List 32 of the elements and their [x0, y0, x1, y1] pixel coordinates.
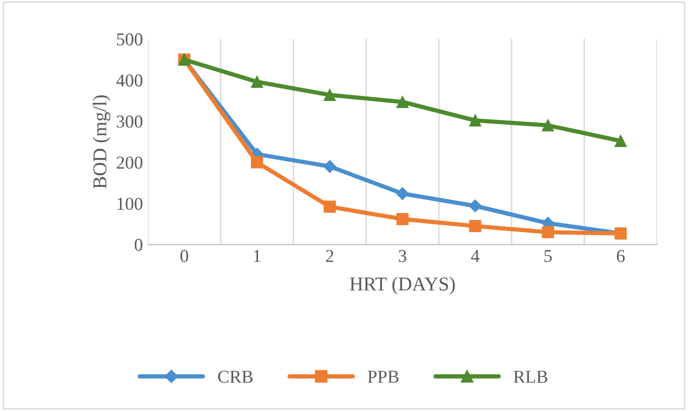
y-axis-title: BOD (mg/l) [92, 95, 110, 188]
point [324, 88, 336, 102]
point [542, 119, 554, 132]
legend-label: PPB [368, 370, 399, 383]
x-axis-title: HRT (DAYS) [350, 276, 455, 295]
point [614, 134, 627, 148]
x-tick-label: 4 [471, 250, 480, 262]
point [396, 187, 409, 200]
y-tick-label: 200 [116, 156, 142, 169]
x-tick-label: 0 [180, 250, 188, 262]
point [469, 114, 482, 126]
point [468, 200, 482, 212]
y-tick-label: 0 [134, 238, 142, 251]
x-tick-label: 1 [254, 250, 260, 262]
y-tick-label: 500 [117, 33, 142, 46]
point [396, 212, 409, 226]
y-tick-label: 100 [118, 198, 142, 210]
point [542, 226, 554, 238]
point [324, 200, 336, 213]
x-tick-label: 2 [326, 250, 334, 262]
point [250, 156, 264, 168]
x-tick-label: 3 [398, 250, 406, 262]
legend-label: RLB [514, 370, 548, 383]
y-tick-label: 300 [116, 116, 142, 128]
x-tick-label: 6 [616, 250, 625, 262]
y-tick-label: 400 [116, 74, 142, 87]
point [396, 96, 409, 108]
point [250, 76, 264, 88]
x-tick-label: 5 [544, 250, 552, 262]
point [323, 160, 336, 173]
point [469, 220, 482, 232]
legend-label: CRB [218, 370, 253, 383]
